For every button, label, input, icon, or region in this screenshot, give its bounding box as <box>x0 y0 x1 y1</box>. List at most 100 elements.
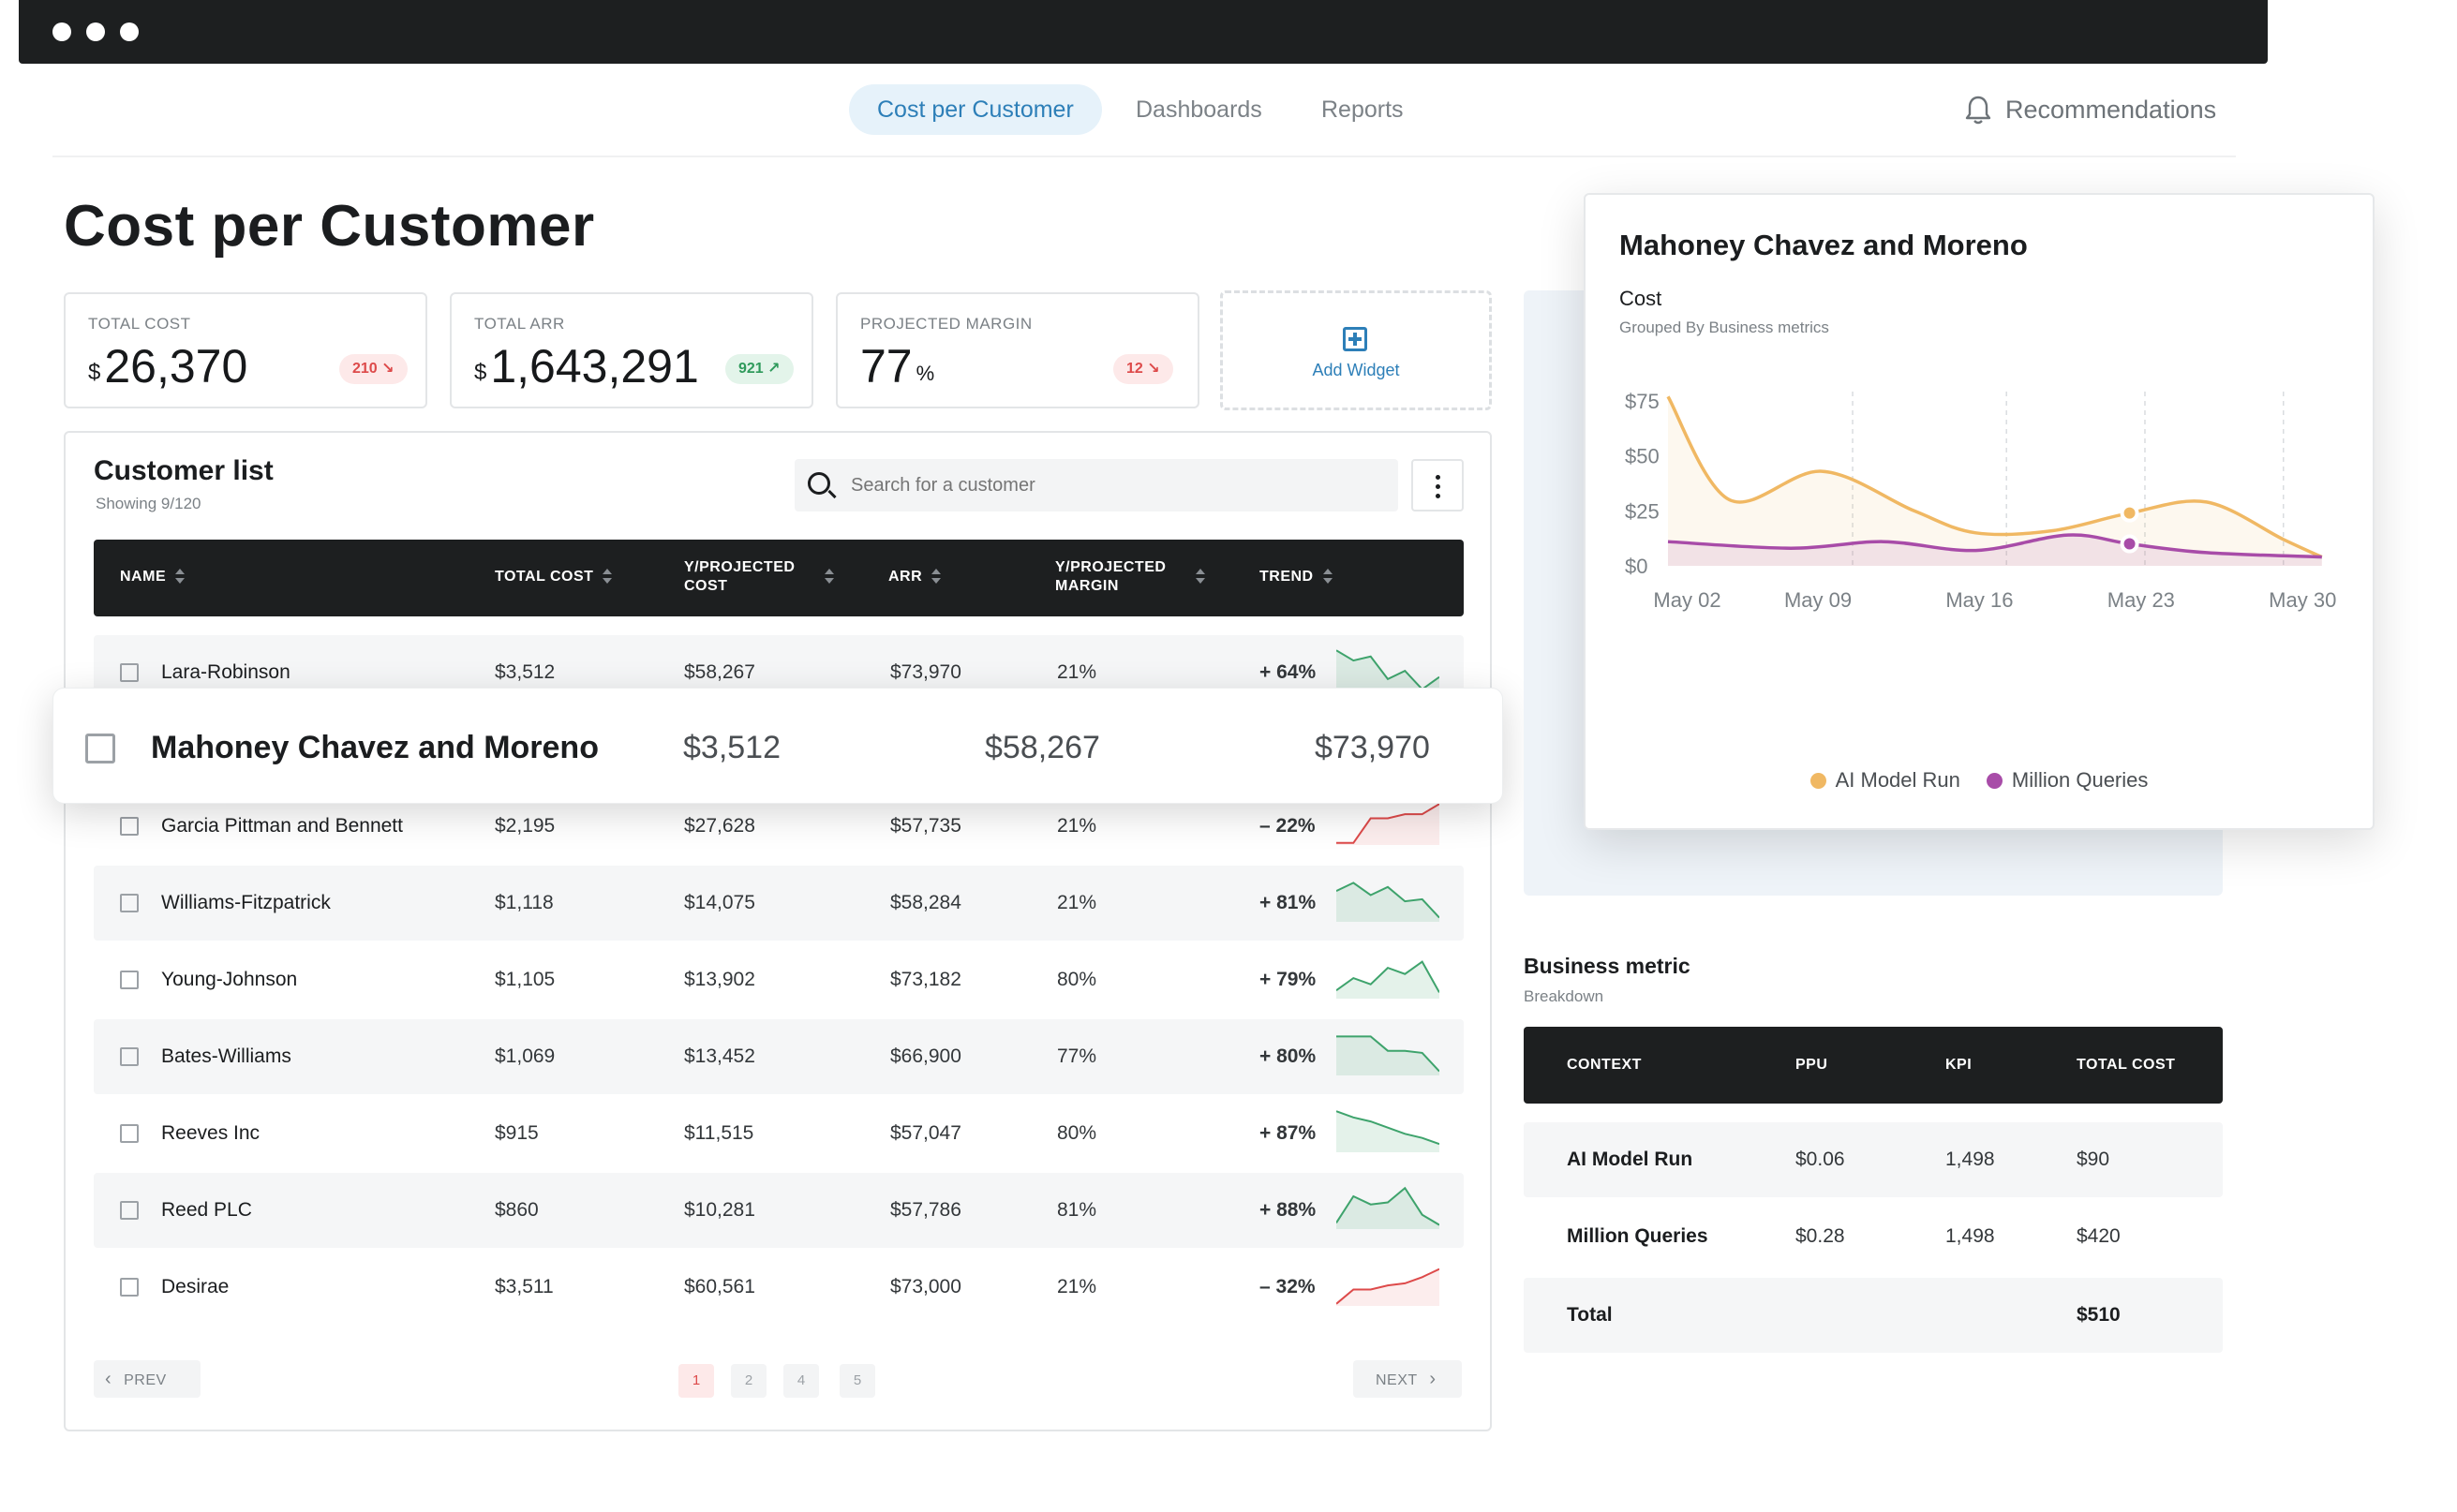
column-ppu: PPU <box>1795 1057 1828 1073</box>
series-line-million-queries <box>1667 533 2322 559</box>
column-name[interactable]: NAME <box>120 568 186 586</box>
trend-percent: + 88% <box>1259 1199 1317 1221</box>
chart-grouping: Grouped By Business metrics <box>1619 319 1829 336</box>
page-1[interactable]: 1 <box>678 1364 714 1398</box>
total-value: $510 <box>2077 1304 2121 1326</box>
legend-item-million-queries[interactable]: Million Queries <box>1986 768 2148 793</box>
trend-percent: – 22% <box>1259 815 1316 837</box>
customer-table-header: NAME TOTAL COST Y/PROJECTED COST ARR Y/P… <box>94 540 1464 616</box>
trend-sparkline <box>1336 1035 1439 1075</box>
prev-page-button[interactable]: ‹ PREV <box>94 1360 201 1398</box>
more-options-button[interactable] <box>1411 459 1464 511</box>
arr: $57,735 <box>890 815 961 837</box>
business-metric-row[interactable]: AI Model Run $0.06 1,498 $90 <box>1524 1122 2223 1197</box>
tab-cost-per-customer[interactable]: Cost per Customer <box>849 84 1102 135</box>
legend-item-ai-model-run[interactable]: AI Model Run <box>1809 768 1960 793</box>
table-row[interactable]: Reeves Inc $915 $11,515 $57,047 80% + 87% <box>94 1096 1464 1171</box>
search-input[interactable] <box>851 459 1376 511</box>
sort-icon <box>175 569 186 586</box>
kebab-icon <box>1436 475 1440 480</box>
sort-icon <box>825 569 834 586</box>
arr: $66,900 <box>890 1045 961 1067</box>
table-row[interactable]: Garcia Pittman and Bennett $2,195 $27,628 $… <box>94 789 1464 864</box>
arr: $57,786 <box>890 1199 961 1221</box>
chevron-right-icon: › <box>1429 1369 1437 1389</box>
tab-dashboards[interactable]: Dashboards <box>1136 96 1262 123</box>
highlighted-customer-row[interactable]: Mahoney Chavez and Moreno $3,512 $58,267… <box>52 688 1503 804</box>
row-checkbox[interactable] <box>120 663 139 682</box>
table-row[interactable]: Williams-Fitzpatrick $1,118 $14,075 $58,284… <box>94 866 1464 941</box>
stat-label: PROJECTED MARGIN <box>860 315 1033 333</box>
table-row[interactable]: Reed PLC $860 $10,281 $57,786 81% + 88% <box>94 1173 1464 1248</box>
context: Million Queries <box>1567 1225 1708 1247</box>
sort-icon <box>1322 569 1333 586</box>
table-row[interactable]: Desirae $3,511 $60,561 $73,000 21% – 32% <box>94 1250 1464 1325</box>
sort-icon <box>1196 569 1205 586</box>
window-minimize-dot[interactable] <box>86 22 105 41</box>
projected-margin: 21% <box>1057 815 1097 837</box>
stat-badge-down: 210 ↘ <box>339 354 408 384</box>
row-checkbox[interactable] <box>85 734 115 763</box>
total-cost: $3,512 <box>683 730 781 765</box>
customer-search[interactable] <box>795 459 1398 511</box>
total-cost: $1,118 <box>495 892 554 913</box>
column-projected-cost[interactable]: Y/PROJECTED COST <box>684 558 834 596</box>
chevron-left-icon: ‹ <box>105 1369 112 1389</box>
column-kpi: KPI <box>1945 1057 1973 1073</box>
chart-subtitle: Cost <box>1619 287 1662 310</box>
recommendations-button[interactable]: Recommendations <box>1964 84 2216 135</box>
customer-name: Lara-Robinson <box>161 661 290 683</box>
page-5[interactable]: 5 <box>840 1364 875 1398</box>
arrow-up-right-icon: ↗ <box>767 361 781 377</box>
row-checkbox[interactable] <box>120 817 139 836</box>
business-metric-total-row: Total $510 <box>1524 1278 2223 1353</box>
customer-name: Williams-Fitzpatrick <box>161 892 331 913</box>
table-row[interactable]: Young-Johnson $1,105 $13,902 $73,182 80% + 79… <box>94 942 1464 1017</box>
row-checkbox[interactable] <box>120 1201 139 1220</box>
arr: $57,047 <box>890 1122 961 1144</box>
business-metric-row[interactable]: Million Queries $0.28 1,498 $420 <box>1524 1199 2223 1274</box>
window-close-dot[interactable] <box>52 22 71 41</box>
trend-percent: + 87% <box>1259 1122 1317 1144</box>
projected-margin: 77% <box>1057 1045 1097 1067</box>
recommendations-label: Recommendations <box>2005 96 2217 124</box>
projected-margin: 21% <box>1057 661 1097 683</box>
marker-ai-model-run <box>2120 503 2139 523</box>
row-checkbox[interactable] <box>120 1278 139 1297</box>
projected-cost: $10,281 <box>684 1199 755 1221</box>
total-cost: $3,511 <box>495 1276 554 1297</box>
page-2[interactable]: 2 <box>731 1364 767 1398</box>
stat-card-total-arr: TOTAL ARR $1,643,291 921 ↗ <box>450 292 813 408</box>
column-total-cost[interactable]: TOTAL COST <box>495 568 613 586</box>
kpi: 1,498 <box>1945 1225 1995 1247</box>
series-area-ai-model-run <box>1668 396 2322 566</box>
window-zoom-dot[interactable] <box>120 22 139 41</box>
add-widget-button[interactable]: Add Widget <box>1220 290 1492 410</box>
tab-reports[interactable]: Reports <box>1321 96 1404 123</box>
arr: $73,182 <box>890 969 961 990</box>
arr: $73,000 <box>890 1276 961 1297</box>
top-nav <box>52 82 2236 157</box>
table-row[interactable]: Bates-Williams $1,069 $13,452 $66,900 77% + 8… <box>94 1019 1464 1094</box>
next-page-button[interactable]: NEXT › <box>1353 1360 1462 1398</box>
stat-card-projected-margin: PROJECTED MARGIN 77% 12 ↘ <box>836 292 1199 408</box>
total-cost: $420 <box>2077 1225 2121 1247</box>
column-arr[interactable]: ARR <box>888 568 942 586</box>
column-trend[interactable]: TREND <box>1259 568 1333 586</box>
row-checkbox[interactable] <box>120 894 139 912</box>
total-cost: $2,195 <box>495 815 556 837</box>
marker-million-queries <box>2120 534 2139 554</box>
bell-icon <box>1965 96 1991 125</box>
row-checkbox[interactable] <box>120 1047 139 1066</box>
business-metric-header: CONTEXT PPU KPI TOTAL COST <box>1524 1027 2223 1104</box>
page-4[interactable]: 4 <box>783 1364 819 1398</box>
customer-name: Reeves Inc <box>161 1122 261 1144</box>
column-projected-margin[interactable]: Y/PROJECTED MARGIN <box>1055 558 1205 596</box>
series-area-million-queries <box>1668 534 2322 566</box>
column-context: CONTEXT <box>1567 1057 1642 1073</box>
row-checkbox[interactable] <box>120 971 139 989</box>
trend-sparkline <box>1336 803 1439 845</box>
row-checkbox[interactable] <box>120 1124 139 1143</box>
stat-badge-down: 12 ↘ <box>1113 354 1173 384</box>
total-cost: $1,069 <box>495 1045 556 1067</box>
